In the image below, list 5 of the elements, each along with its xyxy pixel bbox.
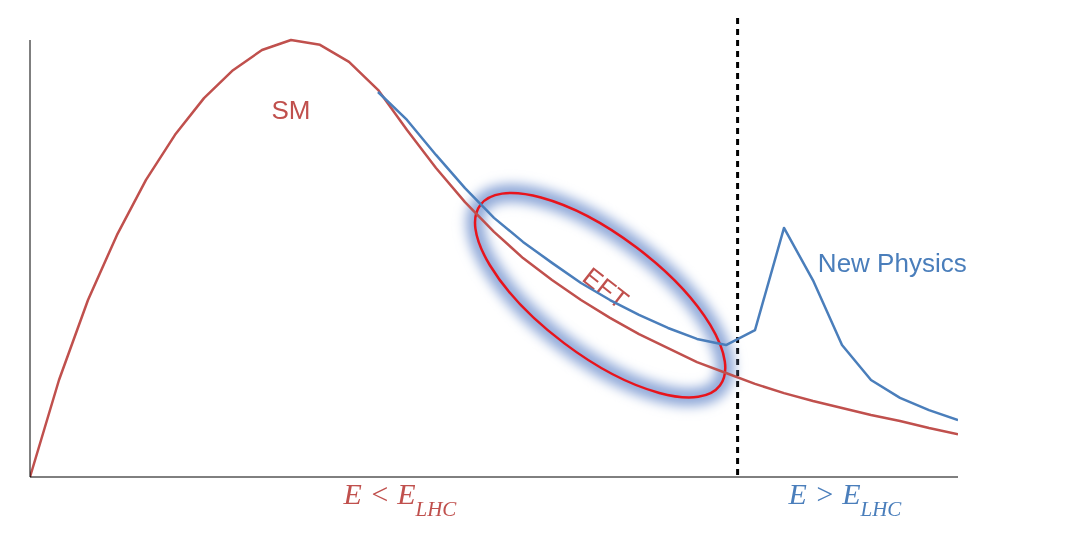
series-label: New Physics — [817, 247, 967, 278]
annotation: E < E$_{LHC}$ — [342, 477, 458, 521]
annotation: E > E$_{LHC}$ — [787, 477, 903, 521]
annotation: EFT — [577, 261, 635, 316]
series-label: SM — [271, 94, 311, 125]
